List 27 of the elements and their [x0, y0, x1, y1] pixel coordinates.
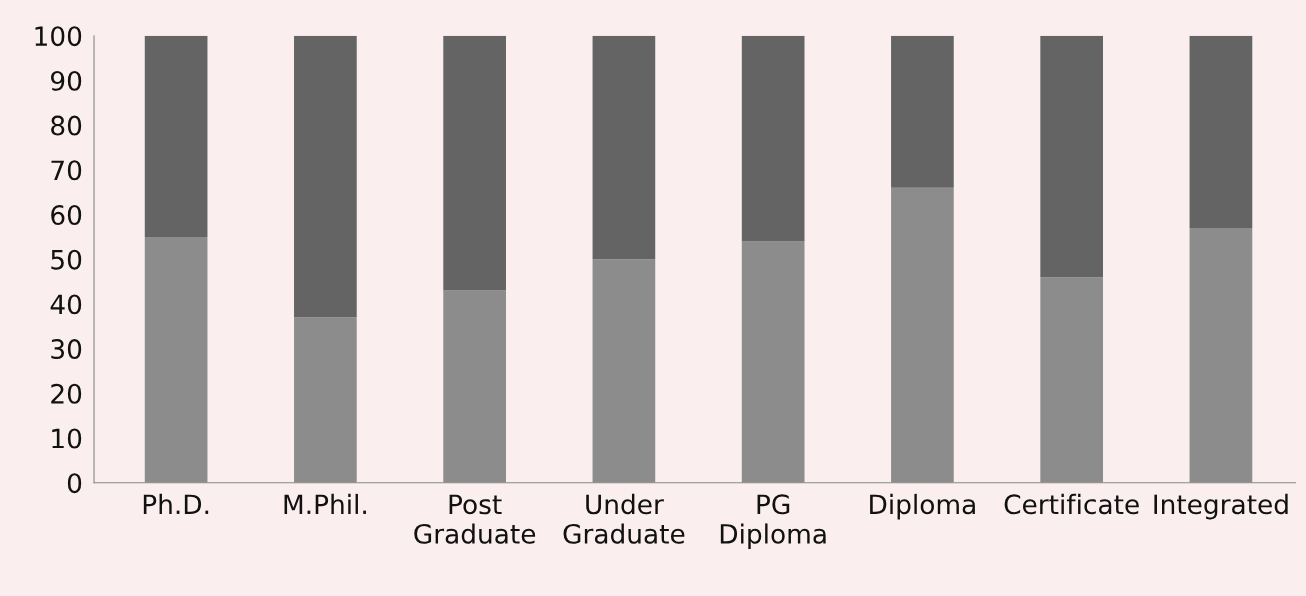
y-tick-label: 100	[35, 26, 82, 47]
y-tick-label: 90	[51, 70, 82, 91]
y-tick-label: 0	[67, 473, 82, 494]
x-tick-label: PG Diploma	[720, 494, 826, 549]
y-tick-label: 50	[51, 249, 82, 270]
bar	[741, 35, 805, 242]
x-tick-label: M.Phil.	[284, 493, 366, 514]
x-tick-label: Diploma	[870, 493, 975, 520]
y-tick-label: 70	[51, 160, 82, 181]
x-tick-label: Ph.D.	[143, 493, 209, 514]
x-tick-label: Post Graduate	[414, 494, 536, 544]
bar	[144, 35, 208, 237]
y-tick-label: 10	[52, 428, 82, 449]
bar	[1189, 35, 1253, 228]
bar	[1040, 35, 1104, 278]
x-tick-label: Certificate	[1004, 493, 1139, 515]
y-tick-label: 60	[51, 205, 82, 225]
bar	[443, 35, 506, 291]
x-tick-label: Under Graduate	[563, 493, 685, 544]
y-tick-label: 30	[51, 339, 82, 360]
y-tick-label: 80	[51, 115, 82, 136]
y-tick-label: 20	[51, 383, 82, 404]
bar	[592, 35, 656, 260]
y-tick-label: 40	[50, 294, 82, 315]
bar	[891, 35, 954, 188]
x-tick-label: Integrated	[1154, 493, 1288, 520]
bar	[294, 35, 357, 318]
